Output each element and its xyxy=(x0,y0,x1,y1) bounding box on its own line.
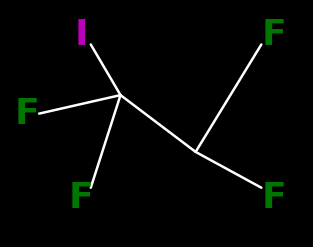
Text: I: I xyxy=(74,18,88,52)
Text: F: F xyxy=(261,18,286,52)
Text: F: F xyxy=(261,181,286,215)
Text: F: F xyxy=(69,181,94,215)
Text: F: F xyxy=(14,97,39,131)
